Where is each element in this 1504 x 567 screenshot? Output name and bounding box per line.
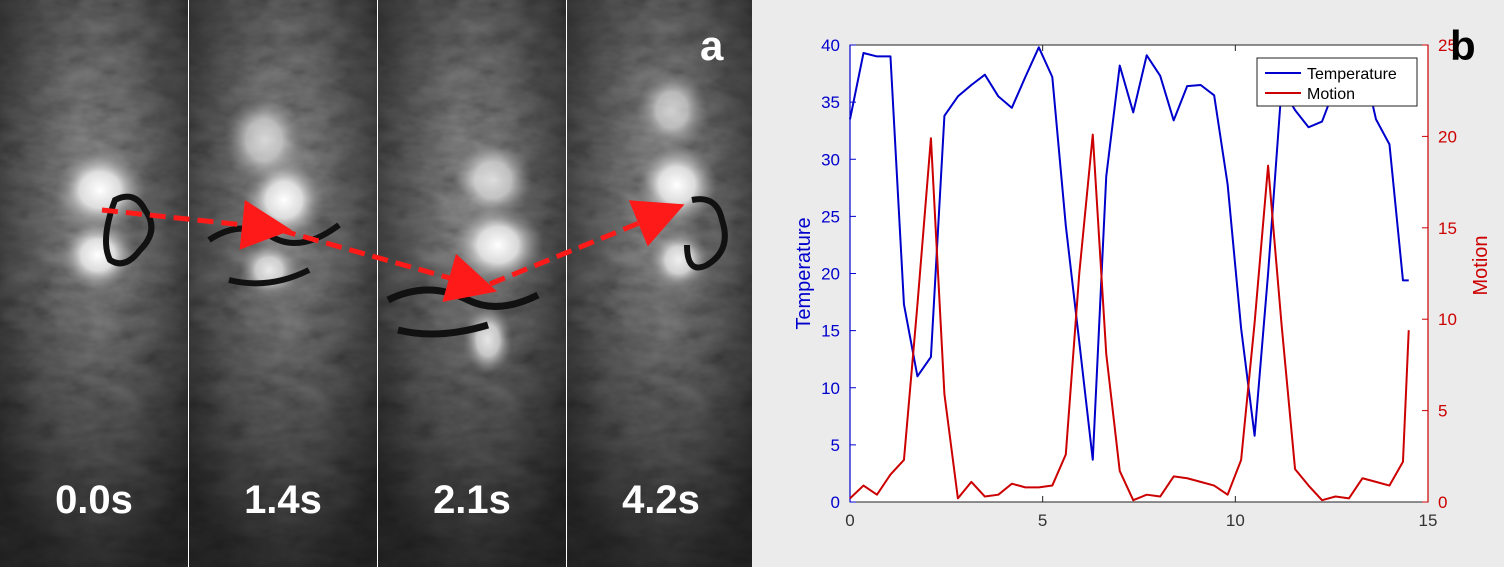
y-tick-label-left: 35 — [821, 93, 840, 112]
series-line-motion — [849, 133, 1410, 502]
legend-box — [1256, 57, 1418, 107]
legend-label-temperature: Temperature — [1307, 66, 1397, 83]
y-tick-label-left: 20 — [821, 265, 840, 284]
image-frame-1: 1.4s — [189, 0, 377, 567]
plot-area — [849, 44, 1429, 503]
frame-divider — [188, 0, 189, 567]
y-tick-label-left: 0 — [831, 493, 840, 512]
y-tick-label-left: 30 — [821, 150, 840, 169]
y-tick-label-left: 40 — [821, 36, 840, 55]
image-frame-3: 4.2s — [567, 0, 755, 567]
panel-label-a: a — [700, 22, 724, 69]
trajectory-segment — [489, 200, 685, 287]
frame-divider — [566, 0, 567, 567]
y-tick-label-right: 20 — [1438, 127, 1457, 146]
x-tick-label: 5 — [1038, 511, 1047, 530]
y-tick-label-right: 15 — [1438, 219, 1457, 238]
image-frame-0: 0.0s — [0, 0, 188, 567]
frame-time-label: 1.4s — [244, 478, 322, 522]
motion-trajectory — [101, 199, 685, 302]
frame-image — [0, 0, 188, 567]
panel-label-b: b — [1450, 22, 1476, 69]
frame-image — [189, 0, 377, 567]
x-tick-label: 10 — [1226, 511, 1245, 530]
frame-divider — [377, 0, 378, 567]
y-axis-label-left: Temperature — [793, 217, 815, 329]
legend-label-motion: Motion — [1307, 86, 1355, 103]
frame-time-label: 4.2s — [622, 478, 700, 522]
y-tick-label-left: 15 — [821, 322, 840, 341]
series-line-temperature — [849, 46, 1409, 461]
frame-time-label: 0.0s — [55, 478, 133, 522]
legend: Temperature Motion — [1256, 57, 1418, 107]
y-tick-label-left: 5 — [831, 436, 840, 455]
y-tick-label-right: 5 — [1438, 402, 1447, 421]
series-lines — [849, 46, 1410, 502]
chart-panel-b: 0 5 10 15 0 5 10 15 20 25 30 35 40 0 5 10 15 20 25 Tempera… — [752, 0, 1504, 567]
y-axis-label-right: Motion — [1470, 235, 1492, 295]
y-tick-label-right: 10 — [1438, 310, 1457, 329]
image-frame-2: 2.1s — [378, 0, 566, 567]
x-tick-label: 0 — [845, 511, 854, 530]
y-tick-label-left: 10 — [821, 379, 840, 398]
frame-image — [378, 0, 566, 567]
image-panel-a: 0.0s 1.4s 2.1s — [0, 0, 755, 567]
x-tick-label: 15 — [1419, 511, 1438, 530]
y-tick-label-right: 25 — [1438, 36, 1457, 55]
trajectory-segment — [279, 227, 498, 302]
y-tick-label-left: 25 — [821, 207, 840, 226]
trajectory-segment — [101, 199, 292, 250]
y-tick-label-right: 0 — [1438, 493, 1447, 512]
frame-image — [567, 0, 755, 567]
frame-time-label: 2.1s — [433, 478, 511, 522]
